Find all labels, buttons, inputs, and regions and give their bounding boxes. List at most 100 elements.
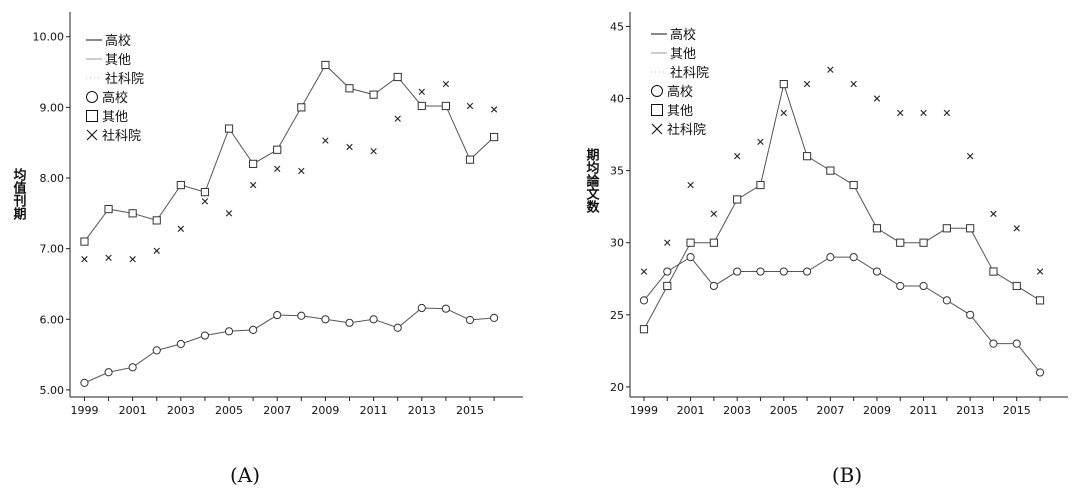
panel-b-series-cass-point <box>1013 225 1020 232</box>
panel-b-series-other-point <box>663 281 672 291</box>
panel-b-series-other-point <box>1012 281 1021 291</box>
panel-b-legend-cass-line-label: 社科院 <box>670 65 709 81</box>
panel-b-series-univ-point <box>686 253 695 262</box>
panel-a-series-cass-point <box>225 210 233 217</box>
panel-a-series-cass-point <box>153 247 160 254</box>
panel-a-series-univ-point <box>321 315 330 324</box>
panel-b-series-univ-point <box>756 267 765 276</box>
panel-b-legend-cass-marker-swatch <box>651 123 663 135</box>
panel-b-series-cass-point <box>850 80 857 88</box>
panel-a-series-other-point <box>465 155 475 164</box>
panel-a-series-cass-point <box>298 167 305 175</box>
panel-b-series-cass-point <box>687 181 694 189</box>
panel-b-series-cass-point <box>873 95 881 102</box>
panel-b-x-tick-label: 2001 <box>677 404 705 417</box>
panel-b-legend-cass-marker-label: 社科院 <box>667 122 706 138</box>
panel-b-series-other-line <box>643 82 1041 330</box>
panel-a-series-cass-point <box>129 256 136 263</box>
panel-b-series-univ-point <box>919 281 928 291</box>
panel-a-series-other-point <box>273 145 282 154</box>
panel-b-series-other-point <box>686 238 695 247</box>
panel-b-series-univ-point <box>639 296 649 305</box>
panel-b-x-tick-label: 2011 <box>910 404 938 417</box>
panel-a-legend-univ-marker-swatch <box>86 91 98 103</box>
panel-b-series-cass-point <box>943 109 951 117</box>
panel-a-x-tick-label: 2007 <box>263 404 291 417</box>
panel-b-y-tick-label: 35 <box>610 165 624 178</box>
panel-b-series-other-point <box>779 79 788 89</box>
panel-b-series-other-point <box>709 238 718 247</box>
panel-b-series-univ-point <box>826 253 835 262</box>
panel-a-series-cass-point <box>442 80 450 88</box>
panel-b-series-cass-point <box>780 109 787 117</box>
panel-b-chart: 20 25 30 35 40 45 1999 2001 2003 2005 2007 2009 2011… <box>584 12 1068 487</box>
panel-b-y-tick-label: 45 <box>610 20 624 33</box>
panel-b-x-tick-label: 2003 <box>723 404 751 417</box>
panel-a-y-tick-label: 7.00 <box>40 243 65 256</box>
panel-a-series-other-point <box>417 101 426 111</box>
panel-b-series-other-point <box>826 166 835 175</box>
panel-b-series-cass-point <box>803 80 811 88</box>
panel-b-series-other-point <box>966 224 975 233</box>
panel-b-series-univ-point <box>896 281 905 291</box>
panel-a-series-univ-point <box>224 327 234 336</box>
panel-a-series-cass-point <box>394 115 401 122</box>
panel-a-ticks: 5.00 6.00 7.00 8.00 9.00 10.00 1999 2001 2003 200… <box>33 31 495 417</box>
panel-b-marks <box>639 66 1045 377</box>
panel-a-series-other-point <box>176 180 185 190</box>
panel-a-x-tick-label: 2011 <box>360 404 388 417</box>
panel-b-y-tick-label: 30 <box>610 237 624 250</box>
panel-a-series-univ-point <box>249 325 258 334</box>
panel-b-series-cass-point <box>710 210 718 218</box>
panel-a-series-univ-point <box>417 303 426 313</box>
panel-a-series-cass-point <box>177 225 185 233</box>
panel-a-y-tick-label: 5.00 <box>40 384 65 397</box>
panel-b-series-univ-point <box>942 296 951 305</box>
panel-a-series-univ-point <box>176 339 185 349</box>
panel-a-x-tick-label: 2001 <box>119 404 147 417</box>
panel-b-y-tick-label: 25 <box>610 309 624 322</box>
panel-a-series-univ-point <box>273 310 282 320</box>
panel-b-series-univ-line <box>643 256 1041 373</box>
panel-a-x-tick-label: 1999 <box>70 404 98 417</box>
panel-a-series-other-point <box>321 60 330 70</box>
panel-b-series-other-point <box>1035 296 1045 305</box>
panel-a-series-other-point <box>249 159 258 168</box>
panel-a-series-univ-point <box>345 318 354 327</box>
panel-a-legend-cass-marker-swatch <box>86 129 98 141</box>
panel-b-series-cass-point <box>664 239 671 246</box>
panel-b-series-univ-point <box>1012 339 1021 348</box>
panel-b-series-univ-point <box>872 267 882 276</box>
panel-a-series-univ-line <box>84 307 495 384</box>
panel-a-series-cass-point <box>81 256 88 263</box>
panel-a-y-tick-label: 8.00 <box>40 172 65 185</box>
panel-b-series-other-point <box>989 267 998 276</box>
panel-a-legend-cass-line-label: 社科院 <box>105 71 144 87</box>
panel-b-series-cass-point <box>990 210 997 218</box>
panel-a-series-univ-point <box>80 378 89 387</box>
panel-a-series-other-point <box>393 72 402 82</box>
panel-a-series-cass-point <box>466 102 474 110</box>
panel-a-series-cass-point <box>346 143 353 151</box>
panel-b-series-univ-point <box>709 281 718 291</box>
panel-a-series-cass-point <box>274 165 281 173</box>
panel-a-series-other-point <box>128 209 137 218</box>
panel-b-series-univ-point <box>966 310 975 319</box>
panel-b-series-other-point <box>896 238 905 247</box>
panel-b-series-univ-point <box>989 339 998 348</box>
panel-b-series-univ-point <box>779 267 788 276</box>
panel-a-series-univ-point <box>465 315 475 325</box>
panel-b-x-tick-label: 2013 <box>956 404 984 417</box>
panel-a-series-univ-point <box>297 311 306 320</box>
panel-a-series-other-point <box>80 237 89 246</box>
panel-a-series-univ-point <box>489 313 499 322</box>
panel-b-legend-other-marker-swatch <box>651 104 663 116</box>
panel-b-ticks: 20 25 30 35 40 45 1999 2001 2003 2005 2007 2009 2011… <box>610 20 1041 417</box>
panel-b-series-other-point <box>756 180 765 190</box>
panel-a-legend-univ-line-label: 高校 <box>105 33 131 49</box>
panel-a-series-cass-point <box>249 181 257 189</box>
panel-b-series-cass-point <box>897 109 904 117</box>
panel-a-series-univ-point <box>104 368 113 377</box>
panel-a-series-univ-point <box>441 304 450 313</box>
